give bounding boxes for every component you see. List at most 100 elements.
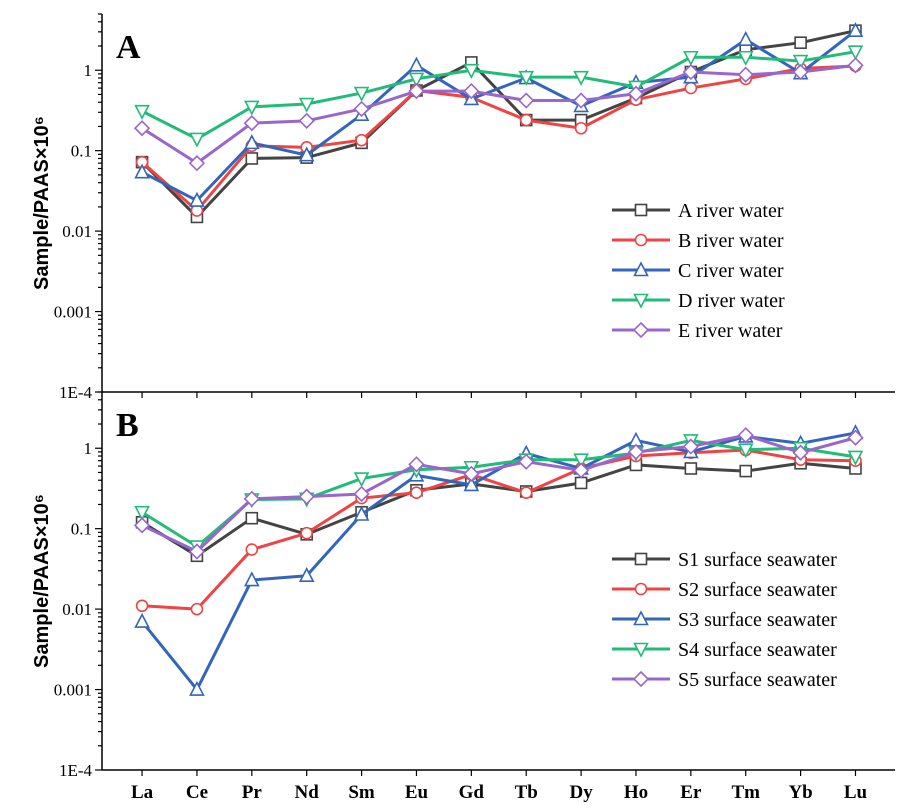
data-point	[682, 63, 699, 81]
legend-marker	[634, 582, 648, 596]
y-tick-label: 1E-4	[59, 761, 93, 780]
data-point	[300, 526, 313, 540]
data-point	[353, 100, 370, 118]
legend-item: S3 surface seawater	[612, 609, 837, 631]
series-line	[141, 448, 856, 611]
series-4	[134, 45, 864, 148]
data-point	[244, 100, 260, 116]
legend-label: S2 surface seawater	[678, 579, 837, 601]
data-point	[189, 191, 205, 207]
x-tick-label-yb: Yb	[788, 782, 812, 803]
legend-label: A river water	[678, 200, 784, 222]
series-3	[134, 21, 864, 207]
y-axis-label: Sample/PAAS×10⁶	[31, 494, 53, 668]
legend-label: B river water	[678, 230, 784, 252]
x-tick-label-pr: Pr	[242, 782, 263, 803]
legend-item: E river water	[612, 320, 783, 342]
data-point	[298, 97, 315, 113]
x-tick-label-la: La	[131, 782, 154, 803]
data-point	[243, 114, 260, 132]
data-point	[133, 517, 151, 534]
y-axis-label: Sample/PAAS×10⁶	[31, 116, 53, 290]
data-point	[190, 602, 204, 616]
data-point	[298, 488, 315, 505]
series-5	[133, 427, 864, 560]
data-point	[298, 566, 315, 583]
y-ticks: 1 0.1 0.01 0.001 1E-4	[54, 13, 102, 402]
legend-marker	[634, 552, 648, 566]
series-line	[141, 461, 856, 558]
legend-item: D river water	[612, 290, 785, 312]
data-point	[134, 612, 150, 628]
data-point	[410, 486, 423, 499]
data-point	[134, 104, 150, 120]
data-point	[353, 485, 370, 503]
legend-label: E river water	[678, 320, 783, 342]
x-tick-label-er: Er	[680, 782, 702, 803]
legend-label: S1 surface seawater	[678, 549, 837, 571]
data-point	[243, 490, 260, 507]
data-point	[792, 63, 809, 81]
series-line	[141, 29, 857, 203]
data-point	[572, 92, 590, 109]
legend-marker	[633, 261, 649, 277]
legend-label: S4 surface seawater	[678, 639, 837, 661]
data-point	[298, 112, 315, 129]
data-point	[573, 70, 589, 86]
data-point	[188, 543, 206, 560]
data-point	[737, 427, 754, 444]
data-point	[684, 462, 698, 475]
y-tick-label: 0.1	[71, 520, 92, 539]
data-point	[573, 453, 589, 469]
data-point	[408, 456, 425, 473]
panel-b: 1 0.1 0.01 0.001 1E-4 La Ce Pr Nd Sm Eu Gd Tb Dy Ho Er T…	[31, 391, 895, 803]
y-tick-label: 0.001	[54, 681, 92, 700]
data-point	[574, 121, 588, 135]
data-point	[627, 85, 645, 102]
legend-marker	[632, 321, 650, 339]
legend-item: S5 surface seawater	[612, 669, 837, 691]
data-point	[408, 82, 425, 100]
legend-label: D river water	[678, 290, 785, 312]
data-point	[627, 443, 645, 461]
data-point	[739, 464, 753, 478]
x-tick-label-ho: Ho	[624, 782, 648, 803]
data-point	[245, 543, 259, 556]
data-point	[519, 113, 533, 127]
data-point	[572, 462, 590, 479]
legend-item: A river water	[612, 200, 784, 222]
x-tick-label-tb: Tb	[515, 782, 538, 803]
x-tick-label-gd: Gd	[459, 782, 485, 803]
y-tick-label: 0.01	[62, 600, 92, 619]
data-point	[189, 132, 205, 148]
legend: S1 surface seawater S2 surface seawater S3…	[612, 549, 837, 691]
data-point	[189, 680, 205, 696]
legend-item: S1 surface seawater	[612, 549, 837, 571]
data-point	[188, 154, 206, 172]
data-point	[737, 66, 754, 83]
data-point	[847, 57, 864, 74]
data-point	[684, 81, 698, 95]
data-point	[245, 152, 259, 165]
legend-marker	[633, 610, 649, 626]
data-point	[847, 21, 864, 38]
data-point	[682, 438, 699, 455]
legend-label: S3 surface seawater	[678, 609, 837, 631]
legend-item: B river water	[612, 230, 784, 252]
legend-label: C river water	[678, 260, 784, 282]
y-tick-label: 1E-4	[59, 383, 93, 402]
y-ticks: 1 0.1 0.01 0.001 1E-4	[54, 391, 102, 780]
data-point	[408, 72, 425, 88]
x-tick-label-tm: Tm	[731, 782, 760, 803]
legend-label: S5 surface seawater	[678, 669, 837, 691]
data-point	[463, 63, 480, 79]
legend-marker	[633, 642, 649, 658]
data-point	[353, 505, 370, 521]
data-point	[244, 571, 260, 587]
panel-label: B	[116, 407, 139, 444]
legend-marker	[633, 293, 649, 309]
data-point	[298, 146, 315, 162]
data-point	[244, 134, 260, 150]
y-tick-label: 0.1	[71, 142, 92, 161]
